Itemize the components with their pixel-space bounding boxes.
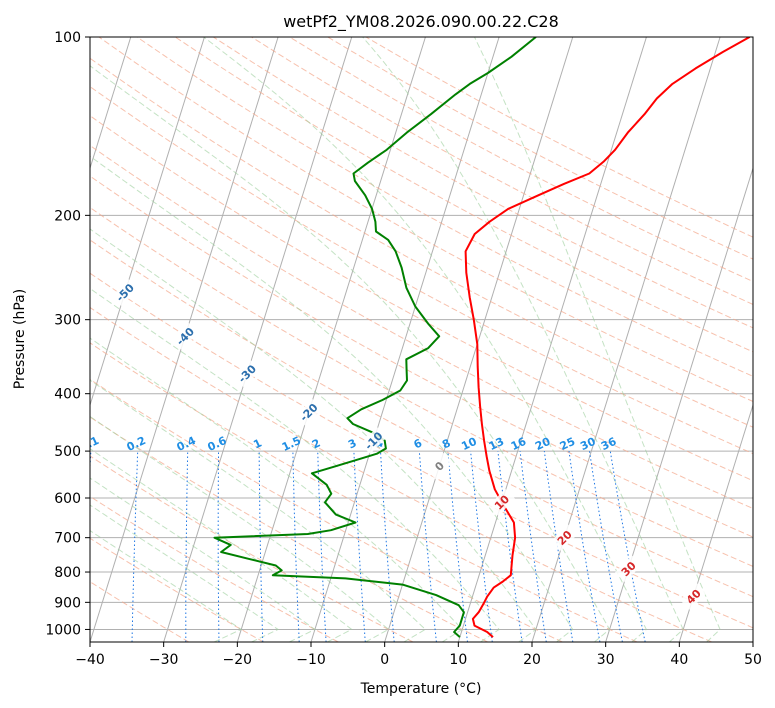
isotherm-line [605, 166, 753, 642]
isotherm-label-background [614, 555, 642, 583]
moist-adiabat [362, 37, 684, 642]
mixing-ratio-line [380, 451, 395, 642]
isotherm-line [678, 403, 753, 642]
isotherm-line [310, 37, 500, 642]
mixing-ratio-label: 20 [533, 435, 553, 453]
isotherm-label-background [233, 360, 261, 388]
x-tick-label: 30 [597, 652, 615, 668]
isotherm-line [384, 37, 574, 642]
y-tick-label: 100 [54, 30, 81, 46]
mixing-ratio-line [470, 451, 493, 642]
mixing-ratio-label: 13 [487, 435, 506, 453]
moist-adiabat [90, 415, 390, 642]
line-labels: 0.10.20.40.611.52346810131620253036-100-… [78, 279, 707, 610]
dry-adiabat [90, 175, 753, 538]
x-tick-label: 20 [523, 652, 541, 668]
mixing-ratio-label: 36 [599, 435, 619, 453]
mixing-ratio-label: 10 [459, 435, 479, 453]
x-tick-label: 10 [449, 652, 467, 668]
dry-adiabat [90, 57, 753, 428]
chart-title: wetPf2_YM08.2026.090.00.22.C28 [283, 12, 559, 32]
isotherm-line [90, 37, 205, 407]
dry-adiabat [136, 37, 753, 377]
moist-adiabat [90, 530, 243, 642]
y-axis-title: Pressure (hPa) [12, 289, 28, 389]
isotherm-label-background [551, 524, 578, 552]
y-tick-label: 500 [54, 444, 81, 460]
dry-adiabat [213, 37, 753, 329]
dry-adiabat [90, 306, 712, 642]
x-tick-label: −10 [296, 652, 326, 668]
x-axis-title: Temperature (°C) [360, 681, 482, 697]
moist-adiabat [90, 65, 611, 642]
x-tick-label: 40 [670, 652, 688, 668]
moist-adiabat [90, 287, 500, 642]
x-tick-label: 0 [380, 652, 389, 668]
isotherm-label-background [680, 583, 707, 610]
mixing-ratio-label: 0.1 [78, 434, 101, 454]
moist-adiabat [90, 155, 574, 642]
plot-frame [89, 36, 754, 643]
y-tick-label: 1000 [45, 622, 81, 638]
mixing-ratio-line [519, 451, 547, 642]
dry-adiabat [90, 455, 414, 642]
y-tick-label: 700 [54, 531, 81, 547]
mixing-ratio-line [609, 451, 646, 642]
isotherm-line [457, 37, 647, 642]
y-tick-label: 400 [54, 387, 81, 403]
profile-line [464, 37, 751, 638]
moist-adiabat [90, 448, 353, 642]
dry-adiabat [90, 206, 753, 567]
isotherm-label-background [111, 279, 139, 306]
x-tick-label: −20 [223, 652, 253, 668]
moist-adiabat [90, 477, 316, 642]
mixing-ratio-label: 25 [558, 435, 577, 453]
y-tick-label: 900 [54, 595, 81, 611]
isotherm-label-background [171, 322, 199, 350]
x-tick-label: −30 [149, 652, 179, 668]
mixing-ratio-line [543, 451, 574, 642]
moist-adiabat [90, 228, 537, 642]
isotherm-line [90, 37, 132, 170]
isotherm-label-background [295, 398, 323, 426]
y-tick-label: 300 [54, 313, 81, 329]
y-tick-label: 800 [54, 565, 81, 581]
dry-adiabat [174, 37, 753, 353]
isotherm-label-background [488, 488, 516, 516]
dry-adiabat [251, 37, 753, 305]
dry-adiabat [90, 581, 190, 642]
mixing-ratio-line [447, 451, 468, 642]
moist-adiabat [90, 504, 280, 642]
mixing-ratio-line [418, 451, 437, 642]
dry-adiabat [90, 416, 488, 642]
y-tick-label: 200 [54, 208, 81, 224]
profile-line [213, 37, 537, 638]
x-tick-label: 50 [744, 652, 762, 668]
isotherm-line [163, 37, 353, 642]
axes: −40 −30 −20 −10 0 10 20 30 40 50 100 200 300 400 500 60… [45, 30, 762, 668]
dry-adiabat [90, 239, 753, 598]
moist-adiabat [203, 37, 648, 642]
profile-series [213, 37, 751, 638]
dry-adiabat [90, 537, 264, 642]
moist-adiabat [90, 379, 427, 642]
isotherm-label-background [425, 452, 453, 480]
mixing-ratio-label: 16 [509, 435, 529, 453]
isotherm-line [236, 37, 426, 642]
dry-adiabat [90, 378, 563, 642]
background-lines [90, 37, 753, 642]
dry-adiabat [90, 272, 753, 629]
mixing-ratio-label: 30 [578, 435, 598, 453]
isotherm-label-background [360, 427, 388, 455]
moist-adiabat [474, 37, 721, 642]
y-tick-label: 600 [54, 491, 81, 507]
x-tick-label: −40 [75, 652, 105, 668]
moist-adiabat [90, 337, 463, 642]
dry-adiabat [90, 115, 753, 482]
